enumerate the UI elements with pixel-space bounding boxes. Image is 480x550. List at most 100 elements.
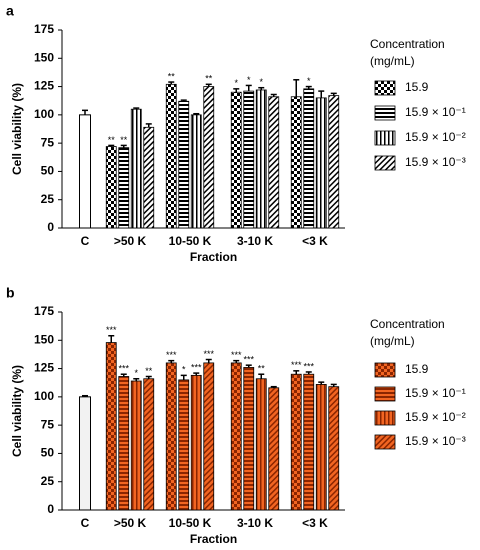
legend-swatch bbox=[374, 434, 396, 450]
y-tick-label: 50 bbox=[41, 446, 55, 460]
bar bbox=[130, 108, 142, 229]
y-tick-label: 75 bbox=[41, 417, 55, 431]
y-tick-label: 0 bbox=[47, 502, 54, 516]
bar bbox=[105, 342, 117, 511]
annotation: *** bbox=[291, 360, 302, 370]
legend-title: (mg/mL) bbox=[370, 334, 415, 348]
annotation: * bbox=[259, 77, 263, 87]
panel-label: a bbox=[6, 3, 14, 19]
annotation: ** bbox=[168, 71, 176, 81]
y-tick-label: 100 bbox=[34, 389, 54, 403]
y-axis-label: Cell viability (%) bbox=[10, 83, 24, 175]
bar bbox=[165, 83, 177, 229]
legend-title: Concentration bbox=[370, 37, 445, 51]
annotation: * bbox=[247, 75, 251, 85]
annotation: * bbox=[307, 76, 311, 86]
bar bbox=[315, 97, 327, 229]
annotation: *** bbox=[303, 361, 314, 371]
x-tick-label: 10-50 K bbox=[169, 516, 212, 530]
y-tick-label: 50 bbox=[41, 164, 55, 178]
annotation: ** bbox=[205, 74, 213, 84]
bar bbox=[290, 96, 302, 229]
y-tick-label: 25 bbox=[41, 474, 55, 488]
legend-label: 15.9 bbox=[405, 80, 429, 94]
bar bbox=[255, 89, 267, 229]
annotation: ** bbox=[120, 135, 128, 145]
legend-swatch bbox=[374, 386, 396, 402]
bar bbox=[190, 374, 202, 511]
legend-label: 15.9 × 10⁻² bbox=[405, 130, 466, 144]
y-tick-label: 150 bbox=[34, 332, 54, 346]
annotation: *** bbox=[106, 325, 117, 335]
annotation: *** bbox=[191, 362, 202, 372]
x-tick-label: C bbox=[81, 516, 90, 530]
bar bbox=[315, 384, 327, 511]
y-tick-label: 175 bbox=[34, 304, 54, 318]
legend-label: 15.9 × 10⁻³ bbox=[405, 155, 466, 169]
bar bbox=[79, 114, 91, 229]
annotation: *** bbox=[166, 350, 177, 360]
bar bbox=[303, 88, 315, 229]
panel-label: b bbox=[6, 285, 15, 301]
legend-label: 15.9 × 10⁻³ bbox=[405, 434, 466, 448]
bar bbox=[328, 95, 340, 229]
annotation: * bbox=[234, 78, 238, 88]
y-tick-label: 75 bbox=[41, 135, 55, 149]
annotation: * bbox=[134, 368, 138, 378]
legend-swatch bbox=[374, 410, 396, 426]
legend-label: 15.9 × 10⁻¹ bbox=[405, 386, 466, 400]
x-tick-label: <3 K bbox=[302, 516, 328, 530]
annotation: *** bbox=[118, 364, 129, 374]
bar bbox=[190, 114, 202, 229]
x-axis-label: Fraction bbox=[190, 532, 237, 546]
bar bbox=[230, 362, 242, 511]
x-tick-label: C bbox=[81, 234, 90, 248]
annotation: *** bbox=[203, 349, 214, 359]
y-tick-label: 100 bbox=[34, 107, 54, 121]
annotation: *** bbox=[231, 350, 242, 360]
legend-label: 15.9 × 10⁻² bbox=[405, 410, 466, 424]
legend-swatch bbox=[374, 80, 396, 96]
y-tick-label: 0 bbox=[47, 220, 54, 234]
y-tick-label: 125 bbox=[34, 79, 54, 93]
bar bbox=[290, 373, 302, 511]
legend-title: (mg/mL) bbox=[370, 54, 415, 68]
bar bbox=[243, 367, 255, 511]
bar bbox=[118, 147, 130, 229]
x-tick-label: 3-10 K bbox=[237, 516, 273, 530]
bar bbox=[105, 146, 117, 229]
x-tick-label: >50 K bbox=[114, 516, 147, 530]
bar bbox=[243, 90, 255, 229]
bar bbox=[165, 362, 177, 511]
bar bbox=[143, 378, 155, 511]
legend-swatch bbox=[374, 105, 396, 121]
y-tick-label: 175 bbox=[34, 22, 54, 36]
bar bbox=[118, 376, 130, 511]
annotation: ** bbox=[108, 135, 116, 145]
bar bbox=[203, 86, 215, 229]
legend-label: 15.9 bbox=[405, 362, 429, 376]
y-tick-label: 150 bbox=[34, 50, 54, 64]
annotation: *** bbox=[243, 355, 254, 365]
x-tick-label: >50 K bbox=[114, 234, 147, 248]
legend-label: 15.9 × 10⁻¹ bbox=[405, 105, 466, 119]
y-tick-label: 25 bbox=[41, 192, 55, 206]
y-tick-label: 125 bbox=[34, 361, 54, 375]
y-axis-label: Cell viability (%) bbox=[10, 365, 24, 457]
bar bbox=[178, 100, 190, 229]
legend-title: Concentration bbox=[370, 317, 445, 331]
annotation: ** bbox=[145, 366, 153, 376]
annotation: ** bbox=[258, 364, 266, 374]
bar bbox=[328, 386, 340, 511]
bar bbox=[230, 91, 242, 229]
legend-swatch bbox=[374, 155, 396, 171]
bar bbox=[79, 396, 91, 511]
annotation: * bbox=[182, 365, 186, 375]
x-axis-label: Fraction bbox=[190, 250, 237, 264]
legend-swatch bbox=[374, 130, 396, 146]
x-tick-label: 3-10 K bbox=[237, 234, 273, 248]
x-tick-label: <3 K bbox=[302, 234, 328, 248]
bar bbox=[143, 126, 155, 229]
